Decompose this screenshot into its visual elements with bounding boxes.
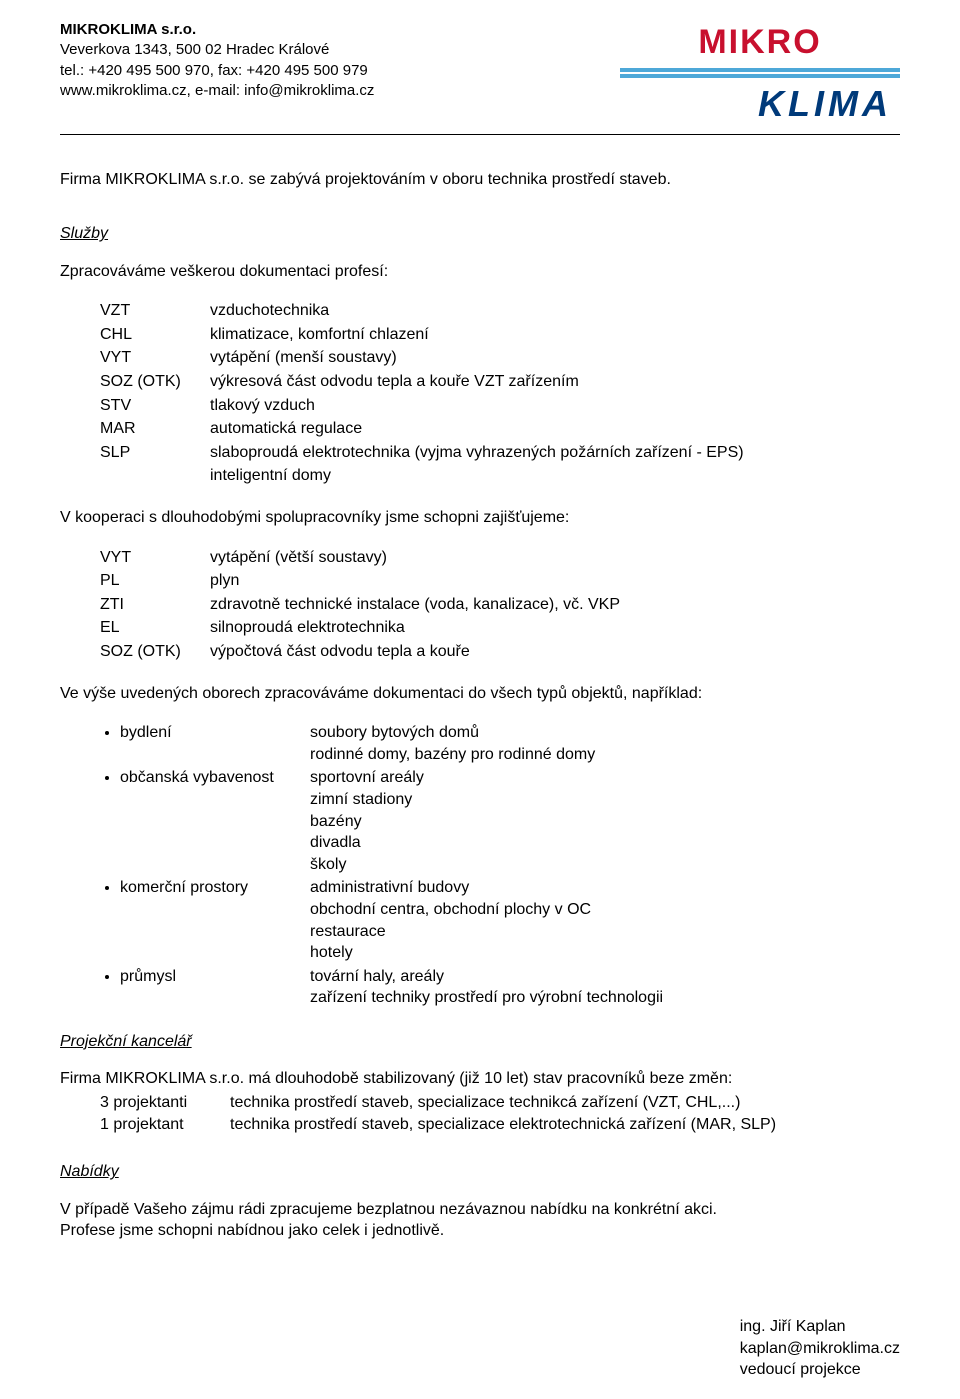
service-desc: klimatizace, komfortní chlazení [210, 324, 744, 348]
field-item: tovární haly, areály [310, 966, 444, 988]
service-row: STVtlakový vzduch [100, 395, 744, 419]
service-row: VYTvytápění (větší soustavy) [100, 547, 620, 571]
primary-services-list: VZTvzduchotechnikaCHLklimatizace, komfor… [100, 300, 744, 489]
field-category: občanská vybavenostsportovní areályzimní… [120, 767, 900, 875]
field-category: bydlenísoubory bytových domůrodinné domy… [120, 722, 900, 765]
field-label: průmysl [120, 966, 310, 988]
service-desc: vytápění (menší soustavy) [210, 347, 744, 371]
service-desc: tlakový vzduch [210, 395, 744, 419]
service-code [100, 465, 210, 489]
service-desc: výpočtová část odvodu tepla a kouře [210, 641, 620, 665]
service-code: SOZ (OTK) [100, 371, 210, 395]
logo-text-mikro: MIKRO [698, 20, 821, 66]
field-item: sportovní areály [310, 767, 424, 789]
service-code: ZTI [100, 594, 210, 618]
field-item: bazény [310, 811, 900, 833]
document-page: MIKROKLIMA s.r.o. Veverkova 1343, 500 02… [0, 0, 960, 1399]
field-category: průmysltovární haly, areályzařízení tech… [120, 966, 900, 1009]
service-code: MAR [100, 418, 210, 442]
fields-list: bydlenísoubory bytových domůrodinné domy… [60, 722, 900, 1009]
service-code: EL [100, 617, 210, 641]
offers-line1: V případě Vašeho zájmu rádi zpracujeme b… [60, 1199, 900, 1221]
office-intro: Firma MIKROKLIMA s.r.o. má dlouhodobě st… [60, 1068, 900, 1090]
service-row: ZTIzdravotně technické instalace (voda, … [100, 594, 620, 618]
offers-line2: Profese jsme schopni nabídnou jako celek… [60, 1220, 900, 1242]
service-code: SLP [100, 442, 210, 466]
logo-text-klima: KLIMA [758, 80, 892, 129]
signature-name: ing. Jiří Kaplan [740, 1316, 900, 1338]
service-code: PL [100, 570, 210, 594]
letterhead: MIKROKLIMA s.r.o. Veverkova 1343, 500 02… [60, 20, 900, 135]
intro-paragraph: Firma MIKROKLIMA s.r.o. se zabývá projek… [60, 169, 900, 191]
field-label: bydlení [120, 722, 310, 744]
field-category: komerční prostoryadministrativní budovyo… [120, 877, 900, 963]
field-item: rodinné domy, bazény pro rodinné domy [310, 744, 900, 766]
staff-row: 1 projektanttechnika prostředí staveb, s… [100, 1114, 900, 1136]
company-address: Veverkova 1343, 500 02 Hradec Králové [60, 40, 374, 60]
service-row: SLPslaboproudá elektrotechnika (vyjma vy… [100, 442, 744, 466]
service-row: MARautomatická regulace [100, 418, 744, 442]
service-row: inteligentní domy [100, 465, 744, 489]
service-row: PLplyn [100, 570, 620, 594]
field-item: administrativní budovy [310, 877, 469, 899]
field-item: restaurace [310, 921, 900, 943]
field-item: hotely [310, 942, 900, 964]
service-desc: výkresová část odvodu tepla a kouře VZT … [210, 371, 744, 395]
service-code: SOZ (OTK) [100, 641, 210, 665]
staff-count: 3 projektanti [100, 1092, 230, 1114]
staff-desc: technika prostředí staveb, specializace … [230, 1114, 776, 1136]
field-item: divadla [310, 832, 900, 854]
service-row: VZTvzduchotechnika [100, 300, 744, 324]
fields-intro: Ve výše uvedených oborech zpracováváme d… [60, 683, 900, 705]
service-desc: slaboproudá elektrotechnika (vyjma vyhra… [210, 442, 744, 466]
logo-bar [620, 68, 900, 72]
service-row: SOZ (OTK)výpočtová část odvodu tepla a k… [100, 641, 620, 665]
field-item: zařízení techniky prostředí pro výrobní … [310, 987, 900, 1009]
service-code: VZT [100, 300, 210, 324]
field-item: obchodní centra, obchodní plochy v OC [310, 899, 900, 921]
staff-row: 3 projektantitechnika prostředí staveb, … [100, 1092, 900, 1114]
field-label: občanská vybavenost [120, 767, 310, 789]
service-desc: vzduchotechnika [210, 300, 744, 324]
company-web: www.mikroklima.cz, e-mail: info@mikrokli… [60, 81, 374, 101]
service-row: ELsilnoproudá elektrotechnika [100, 617, 620, 641]
service-row: VYTvytápění (menší soustavy) [100, 347, 744, 371]
coop-intro: V kooperaci s dlouhodobými spolupracovní… [60, 507, 900, 529]
company-contact-block: MIKROKLIMA s.r.o. Veverkova 1343, 500 02… [60, 20, 374, 101]
service-desc: plyn [210, 570, 620, 594]
service-desc: zdravotně technické instalace (voda, kan… [210, 594, 620, 618]
field-item: soubory bytových domů [310, 722, 479, 744]
field-item: zimní stadiony [310, 789, 900, 811]
service-desc: inteligentní domy [210, 465, 744, 489]
section-title-offers: Nabídky [60, 1161, 900, 1183]
staff-desc: technika prostředí staveb, specializace … [230, 1092, 740, 1114]
service-code: VYT [100, 547, 210, 571]
service-desc: vytápění (větší soustavy) [210, 547, 620, 571]
signature-block: ing. Jiří Kaplan kaplan@mikroklima.cz ve… [740, 1316, 900, 1381]
logo-bars [620, 68, 900, 78]
service-desc: automatická regulace [210, 418, 744, 442]
field-item: školy [310, 854, 900, 876]
service-row: SOZ (OTK)výkresová část odvodu tepla a k… [100, 371, 744, 395]
coop-services-list: VYTvytápění (větší soustavy)PLplynZTIzdr… [100, 547, 620, 665]
section-title-office: Projekční kancelář [60, 1031, 900, 1053]
staff-count: 1 projektant [100, 1114, 230, 1136]
company-name: MIKROKLIMA s.r.o. [60, 20, 374, 40]
signature-email: kaplan@mikroklima.cz [740, 1338, 900, 1360]
section-title-sluzby: Služby [60, 223, 900, 245]
field-label: komerční prostory [120, 877, 310, 899]
service-desc: silnoproudá elektrotechnika [210, 617, 620, 641]
sluzby-intro: Zpracováváme veškerou dokumentaci profes… [60, 261, 900, 283]
service-code: CHL [100, 324, 210, 348]
company-phone: tel.: +420 495 500 970, fax: +420 495 50… [60, 61, 374, 81]
company-logo: MIKRO KLIMA [620, 20, 900, 128]
signature-role: vedoucí projekce [740, 1359, 900, 1381]
service-row: CHLklimatizace, komfortní chlazení [100, 324, 744, 348]
service-code: STV [100, 395, 210, 419]
logo-bar [620, 74, 900, 78]
staff-list: 3 projektantitechnika prostředí staveb, … [100, 1092, 900, 1135]
service-code: VYT [100, 347, 210, 371]
